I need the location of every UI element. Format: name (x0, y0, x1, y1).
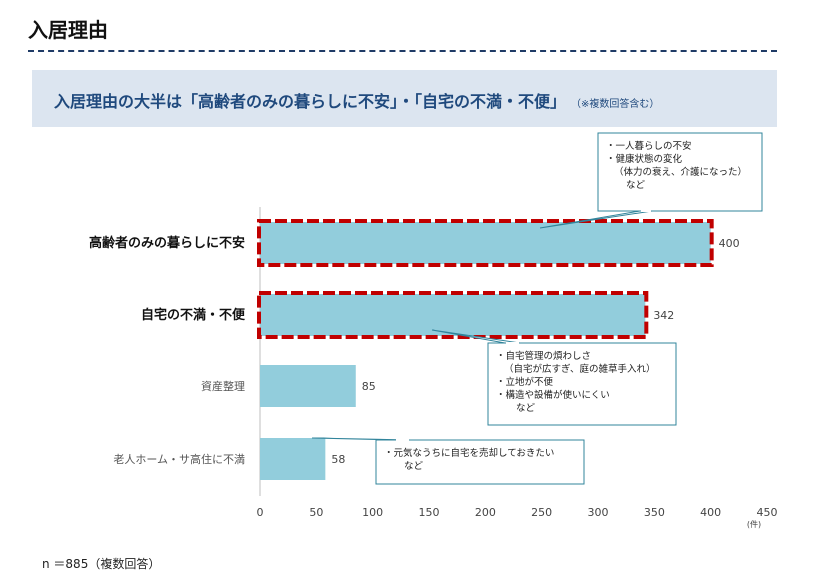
x-tick-label: 100 (362, 506, 383, 519)
annotation-text: ・一人暮らしの不安 (606, 140, 692, 152)
annotation-box (597, 132, 763, 212)
annotation-text: ・構造や設備が使いにくい (496, 389, 610, 401)
sample-size-note: n ＝885（複数回答） (42, 557, 161, 571)
category-label: 高齢者のみの暮らしに不安 (89, 235, 245, 251)
data-label: 400 (719, 237, 740, 250)
x-tick-label: 300 (588, 506, 609, 519)
x-tick-label: 150 (419, 506, 440, 519)
data-label: 58 (331, 453, 345, 466)
headline: 入居理由の大半は「高齢者のみの暮らしに不安」・「自宅の不満・不便」 （※複数回答含… (54, 88, 659, 112)
category-label: 資産整理 (201, 379, 245, 393)
bar (260, 222, 711, 264)
x-tick-label: 50 (309, 506, 323, 519)
category-label: 自宅の不満・不便 (141, 307, 246, 323)
x-tick-label: 250 (531, 506, 552, 519)
data-label: 342 (653, 309, 674, 322)
annotation-box (487, 342, 677, 426)
annotation-text: （体力の衰え、介護になった） (614, 166, 747, 178)
annotation-text: など (626, 180, 646, 191)
annotation-text: ・立地が不便 (496, 376, 554, 388)
annotation-pointer (311, 437, 411, 441)
bar (260, 294, 646, 336)
headline-text: 入居理由の大半は「高齢者のみの暮らしに不安」・「自宅の不満・不便」 (54, 92, 567, 111)
title-divider (28, 50, 777, 52)
annotation-text: など (516, 403, 536, 414)
x-tick-label: 400 (700, 506, 721, 519)
x-tick-label: 450 (757, 506, 778, 519)
highlight-frame (257, 291, 649, 339)
bar (260, 438, 326, 480)
headline-banner: 入居理由の大半は「高齢者のみの暮らしに不安」・「自宅の不満・不便」 （※複数回答含… (32, 70, 777, 127)
data-label: 85 (362, 380, 376, 393)
x-unit-label: (件) (747, 519, 761, 529)
annotation-text: ・自宅管理の煩わしさ (496, 350, 591, 362)
highlight-frame (257, 219, 714, 267)
x-tick-label: 350 (644, 506, 665, 519)
annotation-text: ・元気なうちに自宅を売却しておきたい (384, 447, 554, 459)
category-label: 老人ホーム・サ高住に不満 (113, 452, 245, 466)
annotation-box (375, 439, 585, 485)
page-title: 入居理由 (28, 18, 108, 42)
x-tick-label: 200 (475, 506, 496, 519)
annotation-text: など (404, 461, 424, 472)
x-tick-label: 0 (257, 506, 264, 519)
bar (260, 365, 356, 407)
headline-note: （※複数回答含む） (576, 99, 660, 110)
annotation-text: （自宅が広すぎ、庭の雑草手入れ） (504, 363, 656, 375)
annotation-text: ・健康状態の変化 (606, 153, 683, 165)
